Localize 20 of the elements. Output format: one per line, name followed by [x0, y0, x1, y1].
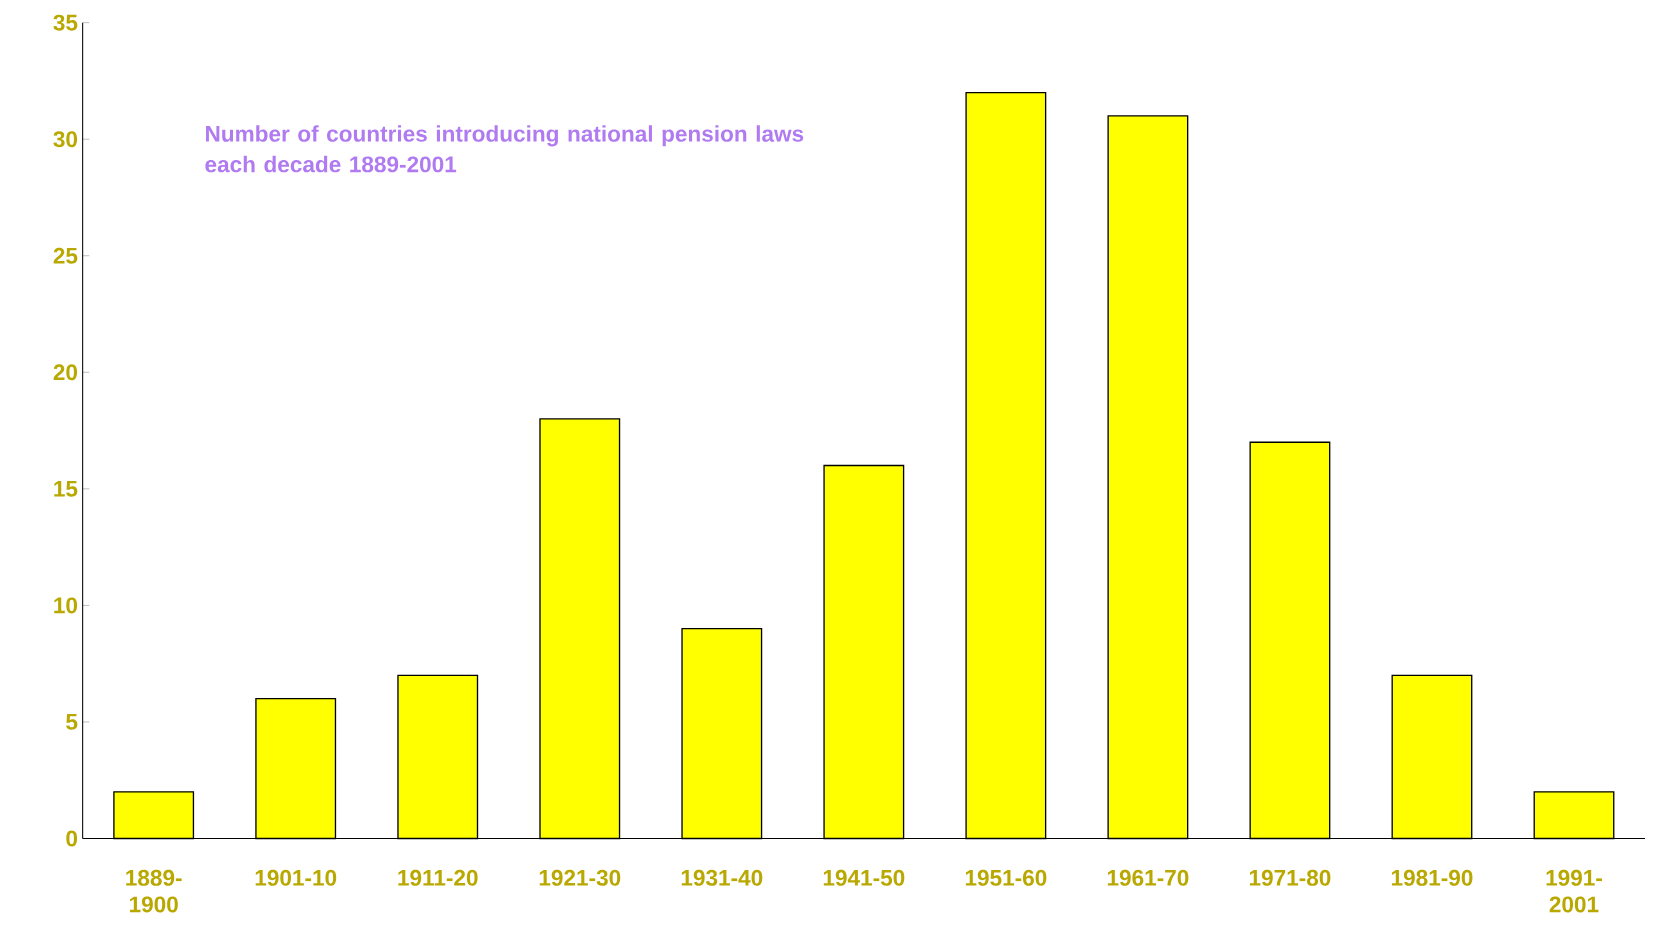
x-tick-label: 1991-2001	[1546, 869, 1602, 913]
y-tick-label: 25	[53, 247, 78, 264]
x-tick-label: 1889-1900	[126, 869, 182, 913]
y-tick-label: 0	[66, 830, 78, 847]
x-tick-label: 1921-30	[539, 869, 621, 886]
text: Number of countries introducing national pension laws each decade 1889-2001	[205, 125, 804, 173]
x-tick-label: 1941-50	[823, 869, 905, 886]
x-tick-label: 1951-60	[965, 869, 1047, 886]
y-tick-label: 30	[53, 131, 78, 148]
y-tick-label: 5	[66, 714, 78, 730]
x-tick-label: 1981-90	[1391, 869, 1473, 886]
x-tick-label: 1911-20	[398, 869, 478, 886]
y-tick-label: 20	[53, 364, 78, 381]
x-tick-label: 1901-10	[255, 869, 337, 886]
x-tick-label: 1931-40	[681, 869, 763, 886]
x-tick-label: 1961-70	[1107, 869, 1189, 886]
x-tick-label: 1971-80	[1249, 869, 1331, 886]
y-tick-label: 35	[53, 14, 78, 31]
y-tick-label: 15	[54, 481, 78, 497]
y-tick-label: 10	[54, 597, 78, 614]
